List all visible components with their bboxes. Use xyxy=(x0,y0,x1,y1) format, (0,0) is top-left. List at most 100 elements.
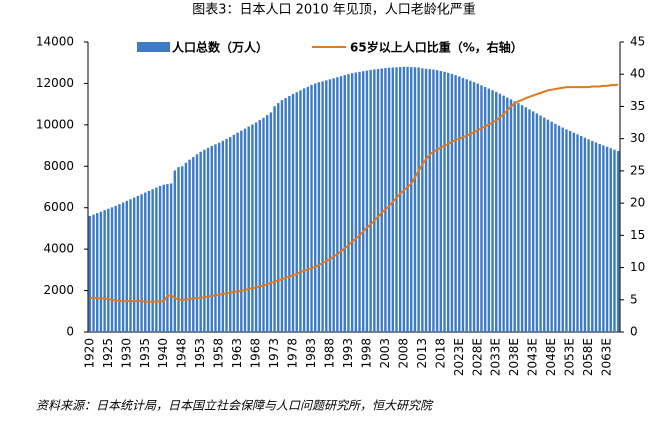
bar xyxy=(317,82,321,332)
bar xyxy=(125,200,129,332)
bar xyxy=(92,214,95,332)
bar xyxy=(180,166,184,332)
bar xyxy=(591,141,594,332)
bar xyxy=(273,106,276,332)
bar xyxy=(206,147,210,332)
bar xyxy=(369,69,372,332)
bar xyxy=(424,68,428,332)
bar xyxy=(325,80,328,332)
bar xyxy=(568,131,572,332)
bar xyxy=(410,67,413,333)
x-tick-label: 1988 xyxy=(322,338,336,369)
bar xyxy=(391,67,395,332)
bar xyxy=(483,86,487,332)
bar xyxy=(269,112,273,332)
bar xyxy=(554,123,557,332)
bar xyxy=(605,146,609,332)
bar xyxy=(362,71,365,332)
bar xyxy=(384,68,387,332)
y-tick-label: 2000 xyxy=(43,283,74,297)
bar xyxy=(579,136,583,332)
bar xyxy=(380,68,383,332)
bar xyxy=(450,73,454,333)
x-tick-label: 1920 xyxy=(82,338,96,369)
x-tick-label: 1948 xyxy=(175,338,189,369)
y2-tick-label: 30 xyxy=(630,131,645,145)
y-tick-label: 14000 xyxy=(36,35,74,49)
bar xyxy=(572,132,576,332)
bar xyxy=(358,71,361,332)
bar xyxy=(565,129,568,332)
bar xyxy=(602,145,605,332)
source-note: 资料来源：日本统计局，日本国立社会保障与人口问题研究所，恒大研究院 xyxy=(36,399,434,413)
bar xyxy=(299,90,302,332)
bar xyxy=(144,192,147,332)
x-tick-label: 1993 xyxy=(341,338,355,369)
x-tick-label: 1983 xyxy=(304,338,318,369)
bar xyxy=(524,107,528,332)
bar xyxy=(594,142,598,332)
bar xyxy=(262,117,265,332)
x-tick-label: 2028E xyxy=(470,338,484,376)
bar xyxy=(184,162,188,332)
x-tick-label: 2053E xyxy=(563,338,577,376)
bar xyxy=(417,67,420,332)
bar xyxy=(435,70,439,333)
bar xyxy=(232,134,236,332)
bar xyxy=(118,204,121,332)
bar xyxy=(291,93,295,332)
bar xyxy=(192,156,195,332)
bar xyxy=(395,67,398,333)
bar xyxy=(158,185,162,332)
bar xyxy=(236,132,239,332)
y2-tick-label: 45 xyxy=(630,35,645,49)
x-tick-label: 1958 xyxy=(212,338,226,369)
y-tick-label: 4000 xyxy=(43,242,74,256)
bar xyxy=(347,74,350,332)
x-tick-label: 2003 xyxy=(378,338,392,369)
x-tick-label: 2023E xyxy=(452,338,466,376)
legend-label: 人口总数（万人） xyxy=(172,40,268,55)
bar xyxy=(506,97,509,332)
bar xyxy=(321,81,324,332)
y2-tick-label: 0 xyxy=(630,325,638,339)
bar xyxy=(166,184,169,332)
bar xyxy=(313,83,317,332)
bar xyxy=(495,91,498,333)
y2-tick-label: 10 xyxy=(630,260,645,274)
bar xyxy=(343,75,346,333)
bar xyxy=(336,77,339,332)
bar xyxy=(188,159,191,332)
bar xyxy=(96,213,99,332)
x-tick-label: 1978 xyxy=(286,338,300,369)
bar xyxy=(472,82,476,332)
bar xyxy=(498,93,502,333)
bar xyxy=(550,121,553,332)
bar xyxy=(306,86,310,332)
bar xyxy=(155,187,158,332)
y2-tick-label: 5 xyxy=(630,292,638,306)
bar xyxy=(387,67,391,332)
bar xyxy=(413,67,417,333)
x-tick-label: 2013 xyxy=(415,338,429,369)
bar xyxy=(229,137,232,332)
bar xyxy=(454,75,457,333)
bar xyxy=(398,67,402,333)
bar xyxy=(214,144,217,332)
bar xyxy=(513,101,516,332)
y2-tick-label: 40 xyxy=(630,67,645,81)
bar xyxy=(199,151,202,332)
bar xyxy=(439,71,443,332)
bar xyxy=(616,150,620,332)
y-tick-label: 10000 xyxy=(36,117,74,131)
bar xyxy=(576,134,579,332)
y-tick-label: 0 xyxy=(66,325,74,339)
bar xyxy=(469,80,472,332)
bar xyxy=(332,78,335,332)
x-tick-label: 1968 xyxy=(249,338,263,369)
bar xyxy=(147,190,151,332)
bar xyxy=(365,70,369,332)
x-tick-label: 2033E xyxy=(489,338,503,376)
x-tick-label: 2063E xyxy=(600,338,614,376)
bar xyxy=(203,149,206,332)
